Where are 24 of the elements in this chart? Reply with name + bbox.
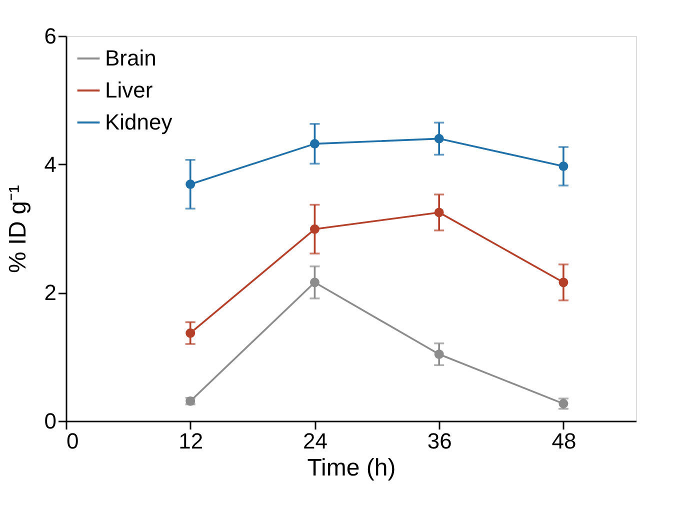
x-tick-label: 12 xyxy=(178,428,204,454)
point xyxy=(310,139,320,149)
y-tick-label: 4 xyxy=(44,152,56,177)
legend-label: Brain xyxy=(105,46,156,70)
point xyxy=(558,278,568,288)
point xyxy=(434,134,444,144)
point xyxy=(310,278,320,288)
point xyxy=(310,224,320,234)
x-tick-label: 48 xyxy=(552,428,576,454)
x-tick-label: 24 xyxy=(302,428,328,454)
x-tick-label: 36 xyxy=(427,428,452,454)
point xyxy=(186,179,196,189)
x-axis-title: Time (h) xyxy=(307,454,396,482)
legend-label: Kidney xyxy=(105,110,172,134)
point xyxy=(558,162,568,171)
y-tick-label: 6 xyxy=(44,24,56,48)
legend-label: Liver xyxy=(105,78,153,102)
point xyxy=(434,208,444,218)
y-tick-label: 2 xyxy=(44,280,56,306)
point xyxy=(434,350,444,359)
y-axis-title: % ID g⁻¹ xyxy=(4,184,32,274)
x-tick-label: 0 xyxy=(66,428,79,454)
y-tick-label: 0 xyxy=(44,408,56,434)
point xyxy=(186,328,196,338)
